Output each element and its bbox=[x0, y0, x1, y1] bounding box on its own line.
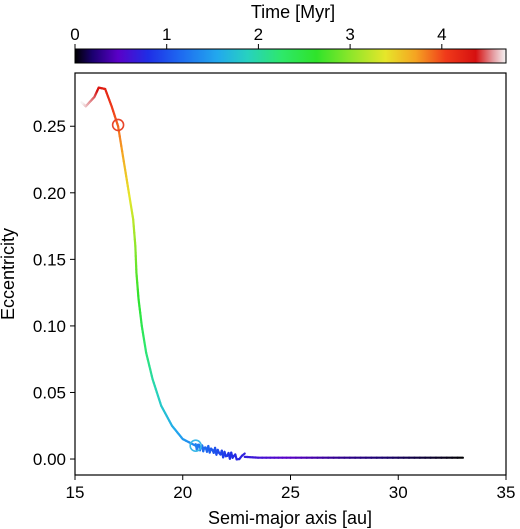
x-axis-ticks: 15 20 25 30 35 bbox=[66, 475, 516, 502]
y-tick-label: 0.10 bbox=[33, 317, 66, 336]
trajectory-line bbox=[80, 86, 464, 461]
y-axis-label: Eccentricity bbox=[0, 228, 18, 320]
y-tick-label: 0.00 bbox=[33, 450, 66, 469]
y-axis-ticks: 0.00 0.05 0.10 0.15 0.20 0.25 bbox=[33, 117, 75, 469]
colorbar-label: Time [Myr] bbox=[251, 2, 335, 22]
y-tick-label: 0.15 bbox=[33, 250, 66, 269]
x-tick-label: 20 bbox=[173, 483, 192, 502]
colorbar-tick-label: 2 bbox=[254, 25, 263, 44]
y-tick-label: 0.20 bbox=[33, 184, 66, 203]
x-tick-label: 15 bbox=[66, 483, 85, 502]
plot-area bbox=[74, 72, 507, 476]
markers bbox=[111, 118, 202, 453]
x-tick-label: 35 bbox=[497, 483, 516, 502]
y-tick-label: 0.05 bbox=[33, 383, 66, 402]
colorbar bbox=[74, 48, 507, 64]
y-tick-label: 0.25 bbox=[33, 117, 66, 136]
open-circle-marker bbox=[111, 118, 125, 132]
open-circle-marker bbox=[189, 439, 202, 453]
x-axis-label: Semi-major axis [au] bbox=[208, 508, 372, 528]
colorbar-tick-label: 4 bbox=[437, 25, 446, 44]
colorbar-tick-label: 3 bbox=[345, 25, 354, 44]
colorbar-tick-label: 1 bbox=[162, 25, 171, 44]
x-tick-label: 25 bbox=[281, 483, 300, 502]
colorbar-tick-label: 0 bbox=[70, 25, 79, 44]
x-tick-label: 30 bbox=[389, 483, 408, 502]
